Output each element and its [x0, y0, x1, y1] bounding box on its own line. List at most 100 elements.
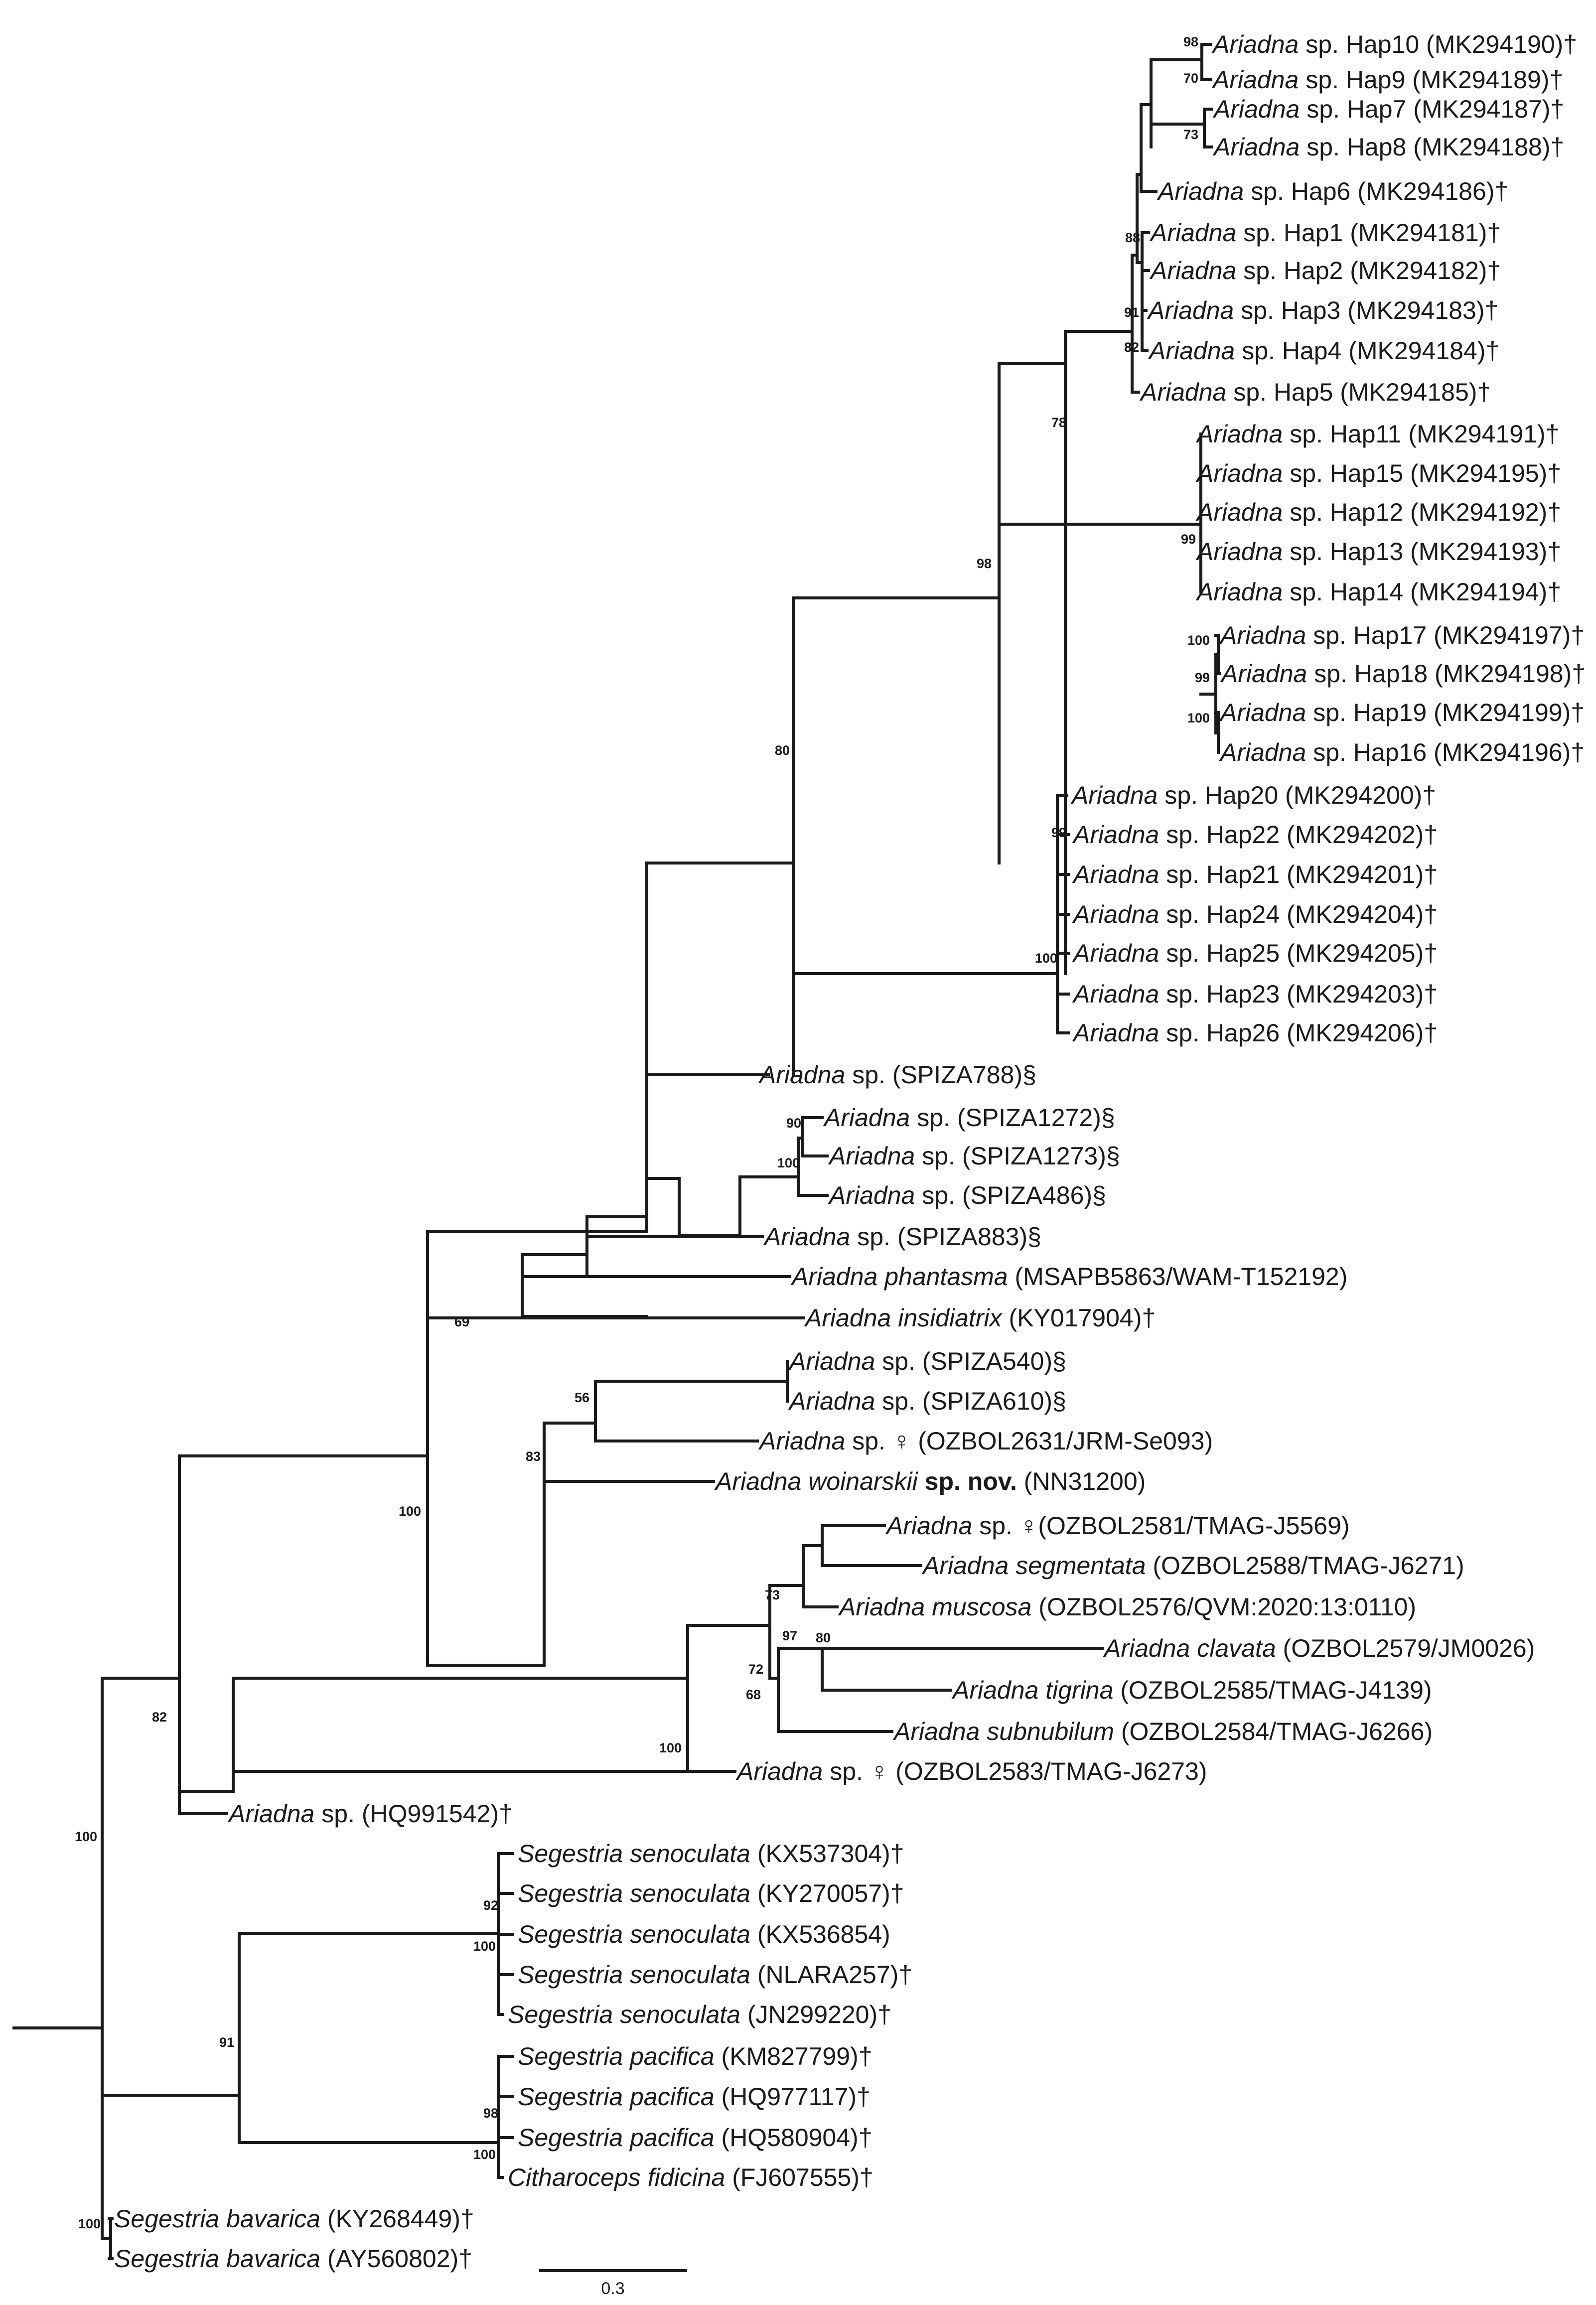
taxon-name: Ariadna segmentata — [921, 1552, 1146, 1580]
taxon-name: Ariadna — [1157, 177, 1244, 205]
tip-label: Ariadna sp. (SPIZA788)§ — [758, 1061, 1036, 1089]
support-value: 91 — [1124, 305, 1139, 320]
specimen-id: (KM827799)† — [715, 2042, 872, 2070]
taxon-name: Ariadna clavata — [1103, 1634, 1276, 1662]
specimen-id: sp. Hap13 (MK294193)† — [1283, 538, 1561, 566]
taxon-name: Ariadna — [1220, 660, 1307, 688]
support-values: 98 70 73 88 91 82 78 99 98 100 99 100 80 99 100 90 100 69… — [75, 34, 1210, 2231]
taxon-name: Segestria senoculata — [518, 1961, 750, 1989]
taxon-name: Segestria pacifica — [518, 2042, 715, 2070]
specimen-id: (KY270057)† — [750, 1879, 904, 1907]
support-value: 98 — [1183, 34, 1198, 49]
taxon-name: Ariadna — [823, 1104, 910, 1132]
taxon-name: Ariadna — [1211, 30, 1299, 58]
tip-label: Segestria pacifica (HQ580904)† — [518, 2124, 872, 2152]
tip-label: Ariadna sp. Hap23 (MK294203)† — [1072, 980, 1438, 1008]
tip-label: Ariadna sp. Hap1 (MK294181)† — [1149, 219, 1501, 247]
specimen-id: (OZBOL2584/TMAG-J6266) — [1114, 1718, 1433, 1745]
support-value: 73 — [1183, 127, 1198, 142]
taxon-name: Ariadna insidiatrix — [804, 1304, 1003, 1332]
specimen-id: sp. Hap15 (MK294195)† — [1283, 459, 1561, 487]
specimen-id: sp. Hap16 (MK294196)† — [1306, 738, 1585, 766]
taxon-name: Segestria senoculata — [508, 2001, 740, 2028]
specimen-id: sp. Hap23 (MK294203)† — [1159, 980, 1438, 1008]
tip-label: Ariadna sp. (SPIZA1272)§ — [823, 1104, 1115, 1132]
specimen-id: (KX536854) — [750, 1920, 890, 1948]
support-value: 69 — [454, 1314, 469, 1329]
taxon-name: Ariadna — [788, 1387, 875, 1415]
specimen-id: sp. (SPIZA610)§ — [875, 1387, 1066, 1415]
specimen-id: sp. Hap17 (MK294197)† — [1306, 621, 1585, 649]
support-value: 100 — [777, 1155, 800, 1170]
specimen-id: sp. Hap20 (MK294200)† — [1158, 781, 1436, 809]
specimen-id: (KY017904)† — [1002, 1304, 1156, 1332]
taxon-name: Ariadna subnubilum — [892, 1718, 1114, 1745]
support-value: 100 — [399, 1504, 421, 1519]
taxon-name: Ariadna — [1149, 257, 1236, 285]
tip-label: Ariadna sp. ♀(OZBOL2581/TMAG-J5569) — [885, 1512, 1350, 1540]
taxon-name: Ariadna — [1070, 781, 1158, 809]
taxon-name: Ariadna muscosa — [838, 1593, 1031, 1621]
taxon-name: Ariadna — [1147, 296, 1234, 324]
specimen-id: sp. Hap2 (MK294182)† — [1236, 257, 1501, 285]
tip-label: Ariadna sp. Hap26 (MK294206)† — [1072, 1019, 1438, 1047]
specimen-id: sp. Hap14 (MK294194)† — [1283, 578, 1561, 606]
specimen-id: sp. Hap3 (MK294183)† — [1234, 296, 1498, 324]
specimen-id: sp. (SPIZA486)§ — [915, 1181, 1106, 1209]
taxon-name: Ariadna — [1139, 378, 1226, 406]
taxon-name: Ariadna — [788, 1347, 875, 1375]
taxon-name: Ariadna — [1219, 621, 1306, 649]
support-value: 100 — [659, 1740, 682, 1755]
support-value: 100 — [473, 1939, 496, 1954]
support-value: 56 — [575, 1390, 589, 1405]
tip-label: Ariadna sp. Hap8 (MK294188)† — [1212, 133, 1564, 161]
tip-label: Ariadna sp. Hap13 (MK294193)† — [1195, 538, 1561, 566]
tip-label: Ariadna woinarskii sp. nov. (NN31200) — [714, 1467, 1146, 1495]
specimen-id: sp. Hap10 (MK294190)† — [1299, 30, 1577, 58]
tip-label: Ariadna segmentata (OZBOL2588/TMAG-J6271… — [921, 1552, 1464, 1580]
specimen-id: (AY560802)† — [320, 2245, 472, 2273]
support-value: 99 — [1181, 532, 1196, 547]
taxon-name: Ariadna — [1072, 900, 1159, 928]
support-value: 80 — [775, 743, 790, 758]
taxon-name: Ariadna — [1212, 95, 1300, 123]
support-value: 100 — [78, 2216, 101, 2231]
support-value: 97 — [782, 1628, 797, 1643]
tip-label: Segestria senoculata (KX537304)† — [518, 1840, 904, 1868]
support-value: 70 — [1183, 71, 1198, 86]
tip-label: Ariadna sp. (HQ991542)† — [227, 1800, 513, 1828]
specimen-id: (NLARA257)† — [750, 1961, 912, 1989]
specimen-id: sp. (HQ991542)† — [314, 1800, 512, 1828]
specimen-id: (KY268449)† — [320, 2205, 474, 2233]
tip-label: Ariadna phantasma (MSAPB5863/WAM-T152192… — [790, 1263, 1347, 1291]
taxon-name: Segestria pacifica — [518, 2124, 715, 2152]
taxon-name: Ariadna tigrina — [951, 1676, 1113, 1704]
tip-label: Ariadna sp. (SPIZA883)§ — [763, 1223, 1041, 1251]
taxon-name: Ariadna — [1149, 219, 1236, 247]
taxon-name: Segestria bavarica — [114, 2245, 320, 2273]
tip-label: Ariadna sp. Hap9 (MK294189)† — [1211, 66, 1563, 94]
support-value: 100 — [1035, 951, 1057, 966]
tip-label: Segestria pacifica (KM827799)† — [518, 2042, 872, 2070]
tip-label: Ariadna sp. Hap18 (MK294198)† — [1220, 660, 1586, 688]
support-value: 78 — [1051, 415, 1066, 430]
support-value: 100 — [473, 2147, 496, 2162]
support-value: 92 — [483, 1898, 498, 1913]
specimen-id: (HQ580904)† — [715, 2124, 872, 2152]
support-value: 99 — [1195, 670, 1210, 685]
taxon-name: Ariadna — [1195, 420, 1283, 448]
specimen-id: sp. Hap22 (MK294202)† — [1159, 821, 1438, 849]
support-value: 82 — [1124, 340, 1139, 355]
specimen-id: sp. (SPIZA1272)§ — [910, 1104, 1115, 1132]
support-value: 99 — [1051, 825, 1066, 840]
tip-label: Ariadna insidiatrix (KY017904)† — [804, 1304, 1156, 1332]
tip-label: Ariadna tigrina (OZBOL2585/TMAG-J4139) — [951, 1676, 1432, 1704]
specimen-id: sp. ♀ (OZBOL2631/JRM-Se093) — [845, 1427, 1213, 1455]
specimen-id: (HQ977117)† — [715, 2083, 871, 2111]
support-value: 100 — [75, 1829, 97, 1844]
taxon-name: Ariadna — [1072, 861, 1159, 888]
taxon-name: Ariadna — [1072, 1019, 1159, 1047]
tip-label: Ariadna sp. Hap22 (MK294202)† — [1072, 821, 1438, 849]
tip-label: Ariadna sp. Hap14 (MK294194)† — [1195, 578, 1561, 606]
